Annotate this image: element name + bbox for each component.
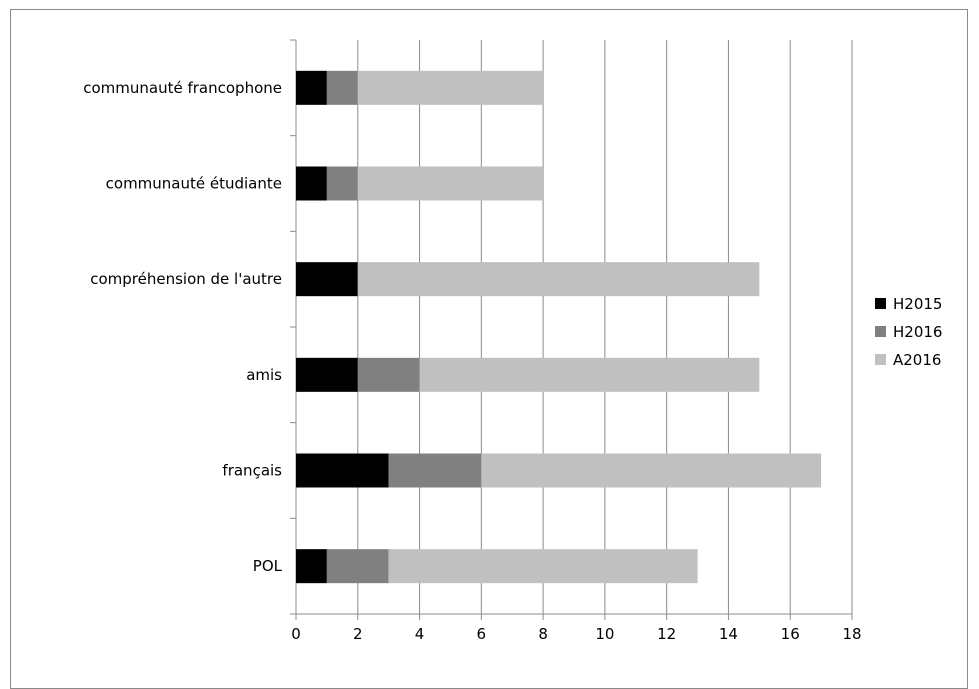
x-tick-label: 16 bbox=[781, 625, 800, 643]
bar-A2016-0 bbox=[388, 549, 698, 584]
y-tick-label: français bbox=[222, 462, 282, 480]
legend-label-A2016: A2016 bbox=[893, 351, 941, 369]
x-tick-label: 0 bbox=[291, 625, 301, 643]
bar-H2016-0 bbox=[326, 549, 389, 584]
legend-swatch-H2015 bbox=[875, 298, 886, 309]
y-tick-label: compréhension de l'autre bbox=[90, 270, 282, 288]
y-tick-label: communauté francophone bbox=[83, 79, 282, 97]
bar-H2015-2 bbox=[296, 357, 358, 392]
y-tick-label: amis bbox=[246, 366, 282, 384]
x-tick-label: 14 bbox=[719, 625, 738, 643]
y-tick-label: POL bbox=[253, 557, 283, 575]
x-tick-label: 18 bbox=[842, 625, 861, 643]
bar-A2016-5 bbox=[357, 70, 544, 105]
legend-swatch-A2016 bbox=[875, 354, 886, 365]
x-tick-label: 8 bbox=[538, 625, 548, 643]
bar-A2016-2 bbox=[419, 357, 760, 392]
bar-A2016-4 bbox=[357, 166, 544, 201]
x-tick-label: 12 bbox=[657, 625, 676, 643]
bar-H2015-3 bbox=[296, 262, 358, 297]
bar-H2016-5 bbox=[326, 70, 358, 105]
legend-swatch-H2016 bbox=[875, 326, 886, 337]
legend-label-H2016: H2016 bbox=[893, 323, 942, 341]
bar-A2016-1 bbox=[481, 453, 822, 488]
stacked-bar-chart: 0 2 4 6 8 10 12 14 16 18 POL français amis compréhens… bbox=[83, 39, 942, 643]
bar-H2016-2 bbox=[357, 357, 420, 392]
y-tick-label: communauté étudiante bbox=[106, 175, 282, 193]
x-tick-label: 2 bbox=[353, 625, 363, 643]
bar-H2016-1 bbox=[388, 453, 482, 488]
bar-H2016-4 bbox=[326, 166, 358, 201]
x-tick-label: 10 bbox=[595, 625, 614, 643]
bar-A2016-3 bbox=[357, 262, 760, 297]
legend-label-H2015: H2015 bbox=[893, 295, 942, 313]
x-tick-label: 4 bbox=[415, 625, 425, 643]
bar-H2015-0 bbox=[296, 549, 327, 584]
x-tick-label: 6 bbox=[477, 625, 487, 643]
bar-H2015-5 bbox=[296, 70, 327, 105]
bar-H2015-1 bbox=[296, 453, 389, 488]
bar-H2015-4 bbox=[296, 166, 327, 201]
